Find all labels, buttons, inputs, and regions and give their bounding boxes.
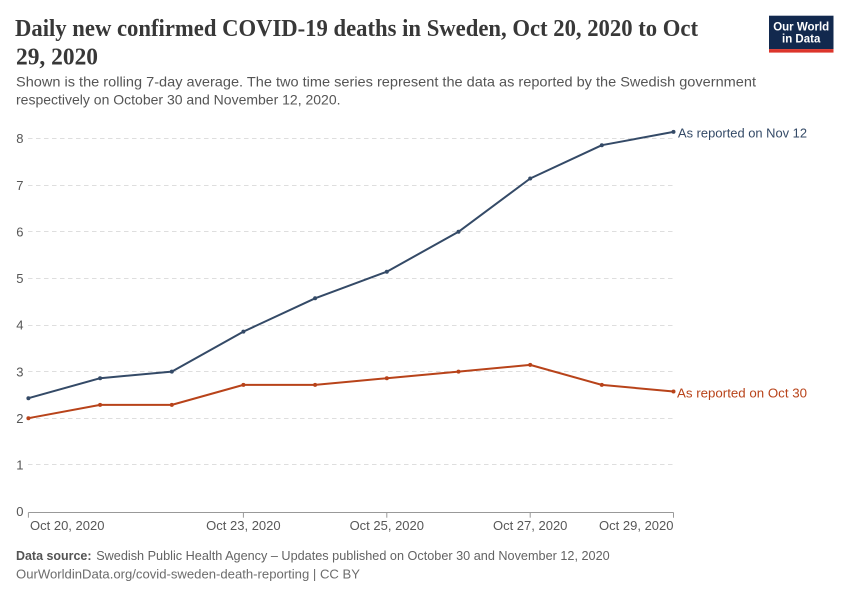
svg-text:OurWorldinData.org/covid-swede: OurWorldinData.org/covid-sweden-death-re… <box>16 567 360 582</box>
svg-text:Our World: Our World <box>773 22 829 34</box>
svg-text:As reported on Nov 12: As reported on Nov 12 <box>678 126 807 141</box>
svg-text:2: 2 <box>16 411 23 426</box>
svg-text:respectively on October 30 and: respectively on October 30 and November … <box>16 92 341 108</box>
svg-text:in Data: in Data <box>782 34 821 46</box>
svg-text:Shown is the rolling 7-day ave: Shown is the rolling 7-day average. The … <box>16 73 756 89</box>
svg-text:7: 7 <box>16 178 23 193</box>
svg-text:5: 5 <box>16 271 23 286</box>
svg-text:Data source:: Data source: <box>16 548 92 563</box>
svg-text:6: 6 <box>16 224 23 239</box>
svg-text:Swedish Public Health Agency –: Swedish Public Health Agency – Updates p… <box>96 548 610 563</box>
svg-text:Daily new confirmed COVID-19 d: Daily new confirmed COVID-19 deaths in S… <box>15 16 698 42</box>
svg-text:Oct 27, 2020: Oct 27, 2020 <box>493 518 567 533</box>
svg-text:0: 0 <box>16 504 23 519</box>
svg-text:As reported on Oct 30: As reported on Oct 30 <box>677 385 807 400</box>
svg-text:Oct 29, 2020: Oct 29, 2020 <box>599 518 673 533</box>
svg-text:4: 4 <box>16 318 23 333</box>
svg-text:3: 3 <box>16 364 23 379</box>
svg-text:1: 1 <box>16 458 23 473</box>
svg-text:8: 8 <box>16 131 23 146</box>
svg-text:29, 2020: 29, 2020 <box>16 45 98 71</box>
svg-text:Oct 25, 2020: Oct 25, 2020 <box>350 518 424 533</box>
svg-text:Oct 23, 2020: Oct 23, 2020 <box>206 518 280 533</box>
svg-text:Oct 20, 2020: Oct 20, 2020 <box>30 518 104 533</box>
